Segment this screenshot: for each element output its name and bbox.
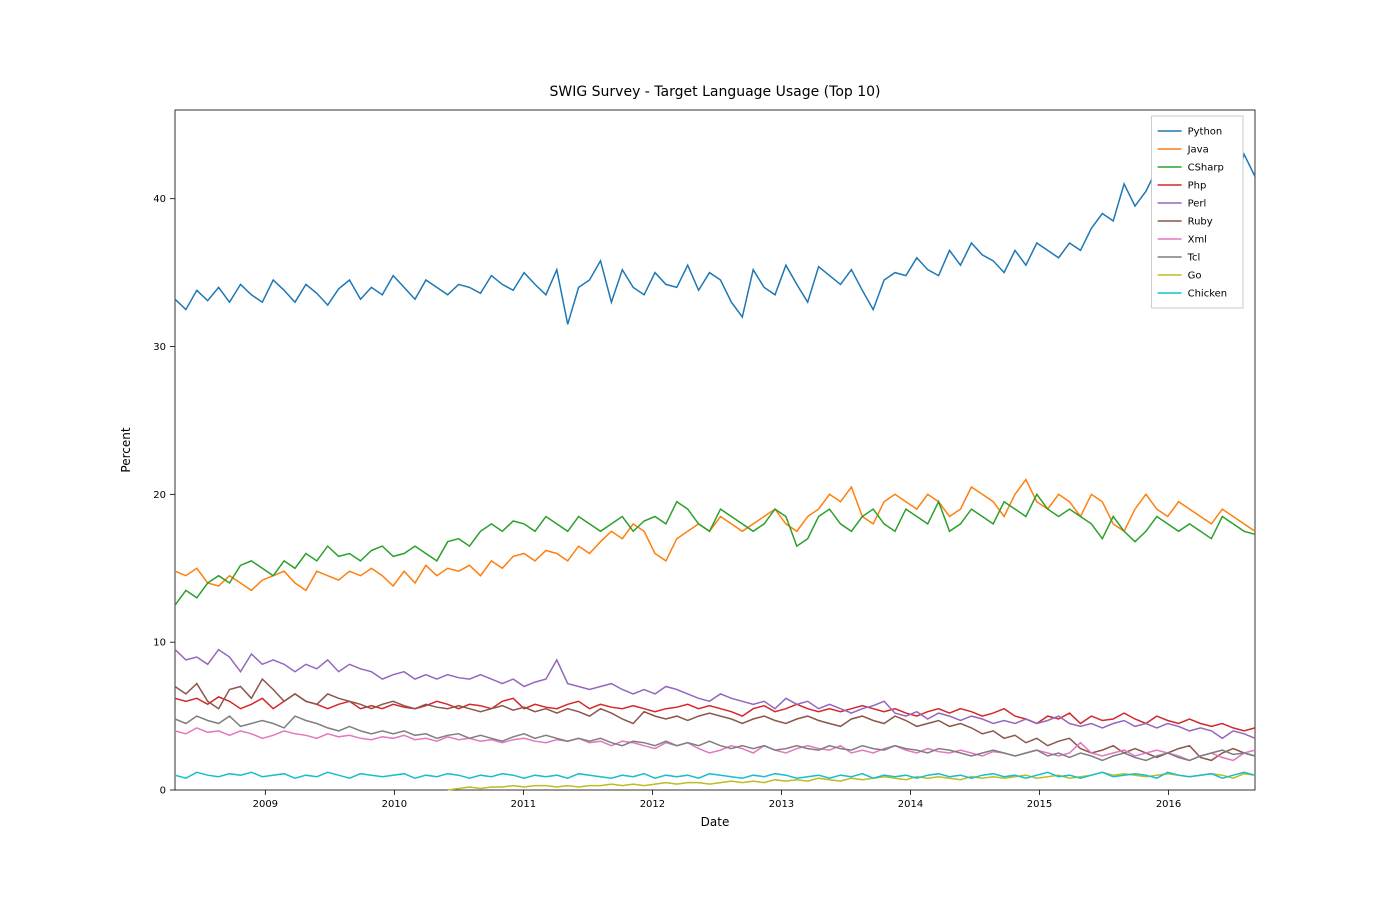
series-line-go (448, 772, 1255, 790)
legend-label: Perl (1188, 199, 1207, 210)
series-line-ruby (175, 679, 1255, 760)
x-tick-label: 2013 (769, 799, 794, 810)
y-tick-label: 10 (153, 638, 166, 649)
y-tick-label: 20 (153, 490, 166, 501)
plot-area-border (175, 110, 1255, 790)
series-line-php (175, 694, 1255, 731)
legend-label: Python (1188, 127, 1223, 138)
line-chart: 0 10 20 30 40 2009 2010 2011 2012 2013 2014 2015 201… (0, 0, 1400, 900)
series-line-csharp (175, 494, 1255, 605)
x-tick-label: 2016 (1156, 799, 1181, 810)
chart-title: SWIG Survey - Target Language Usage (Top… (550, 84, 881, 100)
x-tick-label: 2012 (640, 799, 665, 810)
series-line-perl (175, 650, 1255, 739)
x-tick-label: 2014 (898, 799, 923, 810)
legend-label: Chicken (1188, 289, 1228, 300)
legend-label: Java (1187, 145, 1209, 156)
x-tick-label: 2011 (511, 799, 536, 810)
legend-label: CSharp (1188, 163, 1224, 174)
series-line-chicken (175, 772, 1255, 778)
legend-label: Php (1188, 181, 1207, 192)
y-tick-label: 30 (153, 342, 166, 353)
y-tick-label: 0 (160, 786, 166, 797)
y-tick-label: 40 (153, 194, 166, 205)
y-axis-label: Percent (119, 427, 133, 472)
x-axis-label: Date (701, 815, 730, 829)
x-tick-label: 2009 (253, 799, 278, 810)
legend-label: Go (1188, 271, 1202, 282)
series-line-java (175, 480, 1255, 591)
legend-label: Ruby (1188, 217, 1213, 228)
x-tick-label: 2010 (382, 799, 407, 810)
legend-label: Xml (1188, 235, 1207, 246)
series-line-python (175, 132, 1255, 324)
legend-label: Tcl (1187, 253, 1201, 264)
x-tick-label: 2015 (1027, 799, 1052, 810)
